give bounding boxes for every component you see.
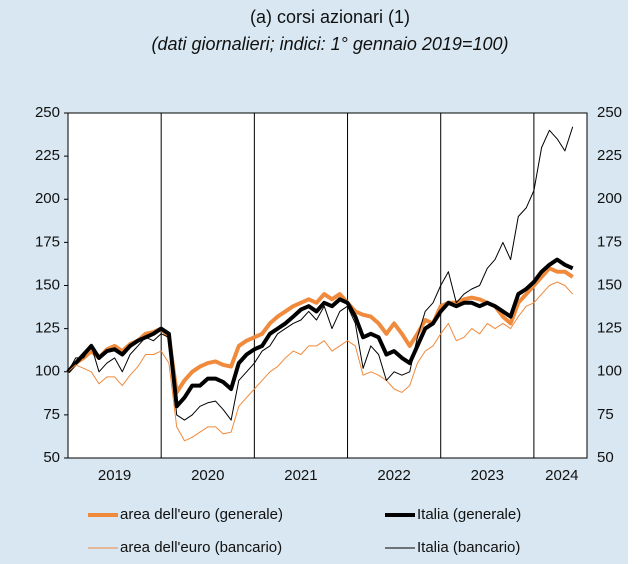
- y-tick-label: 225: [35, 147, 60, 164]
- x-tick-label: 2024: [545, 467, 578, 484]
- x-tick-label: 2022: [377, 467, 410, 484]
- y-tick-label: 175: [35, 233, 60, 250]
- chart-title: (a) corsi azionari (1): [250, 7, 410, 27]
- series-line: [66, 257, 574, 409]
- chart-subtitle: (dati giornalieri; indici: 1° gennaio 20…: [152, 34, 509, 54]
- y2-tick-label: 225: [597, 147, 622, 164]
- x-tick-label: 2021: [284, 467, 317, 484]
- x-tick-label: 2020: [191, 467, 224, 484]
- plot-area: [68, 113, 587, 458]
- y2-tick-label: 250: [597, 104, 622, 121]
- y-tick-label: 100: [35, 363, 60, 380]
- plot-frame: [67, 112, 588, 459]
- x-tick-label: 2023: [471, 467, 504, 484]
- legend-label: Italia (bancario): [417, 539, 520, 556]
- legend-label: area dell'euro (bancario): [120, 539, 282, 556]
- legend-label: area dell'euro (generale): [120, 506, 283, 523]
- y-tick-label: 250: [35, 104, 60, 121]
- y-tick-label: 125: [35, 320, 60, 337]
- y-tick-label: 50: [43, 449, 60, 466]
- y-tick-label: 150: [35, 276, 60, 293]
- y2-tick-label: 75: [597, 406, 614, 423]
- y2-tick-label: 100: [597, 363, 622, 380]
- y2-tick-label: 175: [597, 233, 622, 250]
- y-tick-label: 75: [43, 406, 60, 423]
- y2-tick-label: 150: [597, 276, 622, 293]
- legend-label: Italia (generale): [417, 506, 521, 523]
- x-tick-label: 2019: [98, 467, 131, 484]
- y2-tick-label: 50: [597, 449, 614, 466]
- y2-tick-label: 200: [597, 190, 622, 207]
- series-line: [67, 281, 574, 442]
- series-line: [67, 126, 574, 421]
- y-tick-label: 200: [35, 190, 60, 207]
- y2-tick-label: 125: [597, 320, 622, 337]
